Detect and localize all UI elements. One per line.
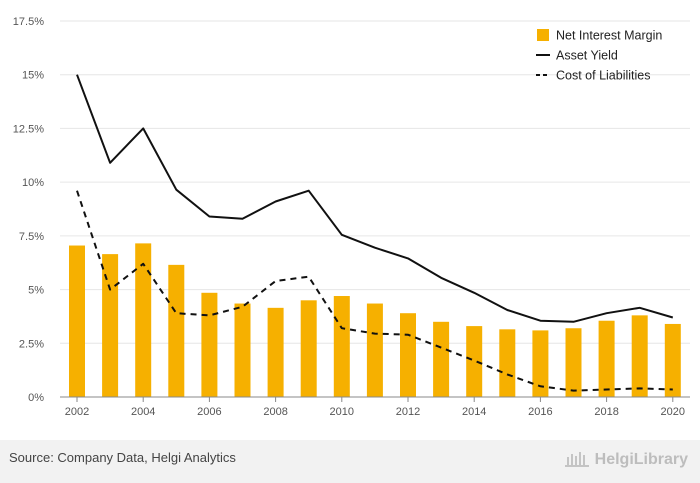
legend-item: Cost of Liabilities <box>536 69 651 83</box>
bar <box>366 303 383 397</box>
x-tick-label: 2006 <box>197 406 221 418</box>
bar <box>499 329 516 397</box>
bar <box>400 313 416 397</box>
bar <box>631 315 648 397</box>
brand-logo: HelgiLibrary <box>564 448 688 472</box>
bar <box>333 296 350 397</box>
bar <box>102 254 119 397</box>
x-tick-label: 2004 <box>131 406 155 418</box>
x-axis-ticks: 2002 2004 2006 2008 2010 2012 2014 2016 2018 2020 <box>65 397 685 418</box>
x-tick-label: 2002 <box>65 406 89 418</box>
x-tick-label: 2012 <box>396 406 420 418</box>
y-tick-label: 17.5% <box>13 16 44 28</box>
y-tick-label: 0% <box>28 392 44 404</box>
y-tick-label: 7.5% <box>19 231 44 243</box>
bar <box>135 243 152 397</box>
x-tick-label: 2016 <box>528 406 552 418</box>
legend-label: Net Interest Margin <box>556 29 662 43</box>
bars-net-interest-margin <box>69 243 681 397</box>
y-tick-label: 5% <box>28 285 44 297</box>
bar <box>598 320 615 397</box>
library-icon <box>564 448 590 473</box>
gridlines <box>60 20 690 344</box>
bar <box>234 303 251 397</box>
brand-name: HelgiLibrary <box>594 451 688 468</box>
lines <box>76 74 674 392</box>
x-tick-label: 2020 <box>661 406 685 418</box>
bar <box>565 328 582 397</box>
bar <box>532 330 549 397</box>
bar <box>664 323 681 397</box>
x-tick-label: 2010 <box>330 406 354 418</box>
bar <box>201 292 218 397</box>
series-line-asset-yield <box>76 74 674 323</box>
x-tick-label: 2018 <box>594 406 618 418</box>
bar <box>433 321 450 397</box>
bar <box>69 245 85 397</box>
footer: Source: Company Data, Helgi Analytics He… <box>0 440 700 483</box>
legend-label: Asset Yield <box>556 49 618 63</box>
bar <box>300 300 317 397</box>
chart-area: 0% 2.5% 5% 7.5% 10% 12.5% 15% 17.5% 2002 2004 200… <box>13 16 690 418</box>
y-tick-label: 12.5% <box>13 123 44 135</box>
series-line-cost-of-liabilities <box>76 190 673 392</box>
x-tick-label: 2014 <box>462 406 486 418</box>
source-note: Source: Company Data, Helgi Analytics <box>9 450 236 465</box>
bar <box>267 307 284 397</box>
legend-item: Asset Yield <box>536 49 618 63</box>
bar <box>168 264 185 397</box>
legend-label: Cost of Liabilities <box>556 69 651 83</box>
legend-item: Net Interest Margin <box>537 29 662 43</box>
legend-swatch-bar <box>537 29 549 41</box>
bar <box>466 326 483 397</box>
chart-svg: 0%2.5%5%7.5%10%12.5%15%17.5% 2002 2004 200… <box>13 16 690 418</box>
y-tick-label: 10% <box>22 177 44 189</box>
y-tick-label: 2.5% <box>19 338 44 350</box>
x-tick-label: 2008 <box>263 406 287 418</box>
legend: Net Interest Margin Asset Yield Cost of Li… <box>536 29 662 83</box>
y-tick-label: 15% <box>22 70 44 82</box>
y-axis-ticks: 0% 2.5% 5% 7.5% 10% 12.5% 15% 17.5% <box>13 16 44 404</box>
